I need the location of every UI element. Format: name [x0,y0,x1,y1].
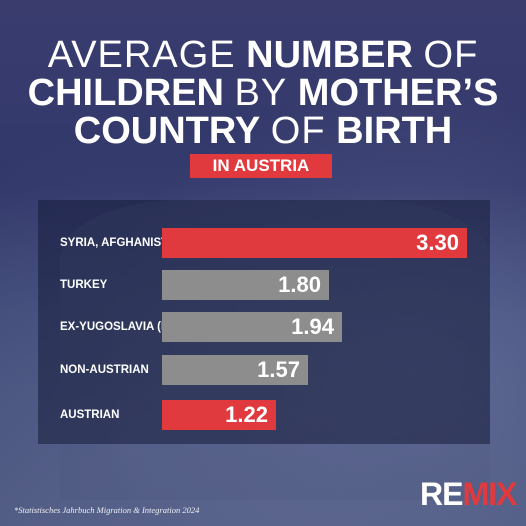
title-word: NUMBER [246,34,413,76]
subtitle-badge: IN AUSTRIA [190,154,332,178]
logo-part: MIX [462,476,517,512]
title-line-2: CHILDREN BY MOTHER’S [0,74,526,112]
title-word: OF [270,110,326,152]
bar [162,228,467,258]
title-word: CHILDREN [27,72,224,114]
logo-part: RE [420,476,463,512]
title-word: COUNTRY [73,110,261,152]
bar [162,355,308,385]
title-line-1: AVERAGE NUMBER OF [0,36,526,74]
bar [162,312,342,342]
data-label: 1.57 [257,357,300,382]
title-line-3: COUNTRY OF BIRTH [0,112,526,150]
remix-logo: REMIX [420,476,517,512]
bar [162,270,329,300]
title-word: BY [234,72,288,114]
title-word: OF [423,34,479,76]
category-label: AUSTRIAN [60,409,120,421]
data-label: 3.30 [416,230,459,255]
title-word: AVERAGE [47,34,236,76]
category-label: NON-AUSTRIAN [60,364,149,376]
bar [162,400,276,430]
title-word: MOTHER’S [297,72,499,114]
data-label: 1.22 [225,402,268,427]
source-note: *Statistisches Jahrbuch Migration & Inte… [14,505,200,515]
data-label: 1.94 [291,314,334,339]
data-label: 1.80 [278,272,321,297]
category-label: TURKEY [60,279,108,291]
title-word: BIRTH [336,110,453,152]
